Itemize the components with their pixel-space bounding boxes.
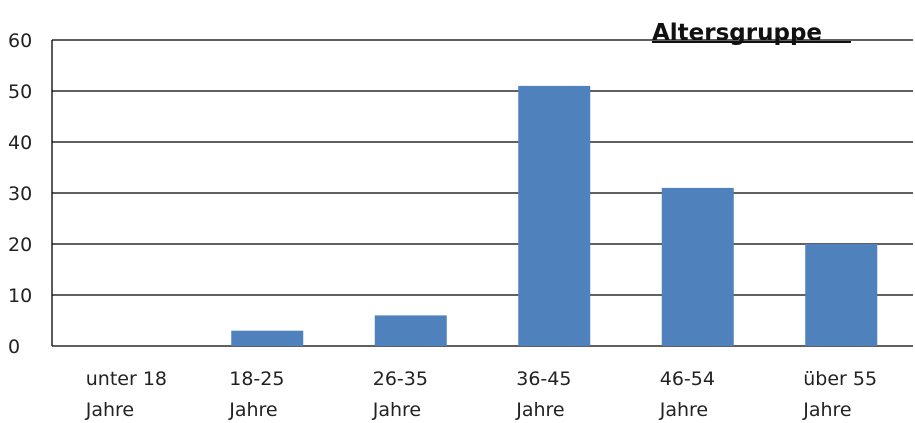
bars [231, 85, 878, 347]
x-category-label-2-line-0: 26-35 [373, 368, 428, 390]
x-category-label-2-line-1: Jahre [372, 399, 421, 421]
x-category-label-5-line-1: Jahre [802, 399, 851, 421]
y-tick-label-60: 60 [8, 30, 32, 52]
y-tick-label-0: 0 [8, 336, 20, 358]
x-axis-category-labels: unter 18 Jahre 18-25 Jahre 26-35 Jahre 36-45 Ja… [85, 368, 877, 421]
y-tick-label-50: 50 [8, 81, 32, 103]
x-category-label-3-line-0: 36-45 [516, 368, 571, 390]
y-tick-label-40: 40 [8, 132, 32, 154]
bar-46-54 [661, 187, 734, 346]
y-tick-label-20: 20 [8, 234, 32, 256]
x-category-label-0-line-1: Jahre [85, 399, 134, 421]
x-category-label-3-line-1: Jahre [515, 399, 564, 421]
bar-36-45 [518, 85, 591, 347]
x-category-label-1-line-0: 18-25 [229, 368, 284, 390]
x-category-label-4-line-1: Jahre [659, 399, 708, 421]
bar-18-25 [231, 330, 304, 346]
gridlines [51, 39, 913, 347]
x-category-label-0-line-0: unter 18 [86, 368, 167, 390]
y-axis-tick-labels: 0 10 20 30 40 50 60 [8, 30, 32, 358]
x-category-label-5-line-0: über 55 [803, 368, 877, 390]
x-category-label-4-line-0: 46-54 [660, 368, 715, 390]
x-category-label-1-line-1: Jahre [228, 399, 277, 421]
y-tick-label-10: 10 [8, 285, 32, 307]
y-tick-label-30: 30 [8, 183, 32, 205]
bar-26-35 [374, 315, 447, 346]
bar-über-55 [805, 244, 878, 346]
